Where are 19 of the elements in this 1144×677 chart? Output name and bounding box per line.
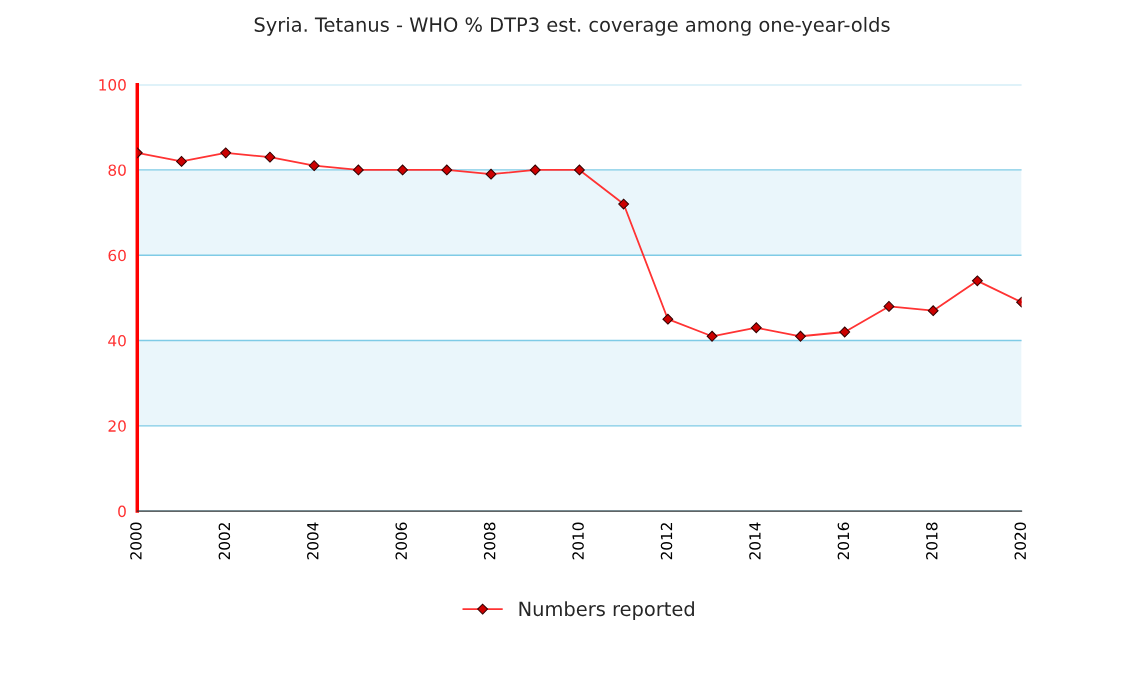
- x-tick-label: 2018: [926, 522, 938, 560]
- y-tick-label: 80: [108, 164, 126, 176]
- x-tick-label: 2008: [483, 522, 496, 560]
- x-tick-label: 2004: [307, 522, 319, 560]
- x-tick-label: 2006: [395, 522, 408, 560]
- x-tick-label: 2020: [1014, 522, 1027, 560]
- x-tick-label: 2016: [837, 522, 850, 560]
- x-tick-label: 2012: [660, 523, 673, 560]
- y-tick-label: 20: [108, 420, 126, 432]
- x-tick-label: 2000: [130, 522, 142, 560]
- x-tick-label: 2014: [749, 522, 761, 560]
- x-tick-label: 2010: [572, 522, 584, 560]
- x-tick-label: 2002: [218, 523, 231, 560]
- chart-title: Syria. Tetanus - WHO % DTP3 est. coverage among one-year-olds: [254, 16, 890, 36]
- legend-label: Numbers reported: [519, 601, 694, 620]
- y-tick-label: 60: [108, 249, 126, 262]
- y-tick-label: 40: [108, 335, 126, 347]
- y-tick-label: 0: [118, 505, 126, 518]
- y-tick-label: 100: [99, 79, 126, 91]
